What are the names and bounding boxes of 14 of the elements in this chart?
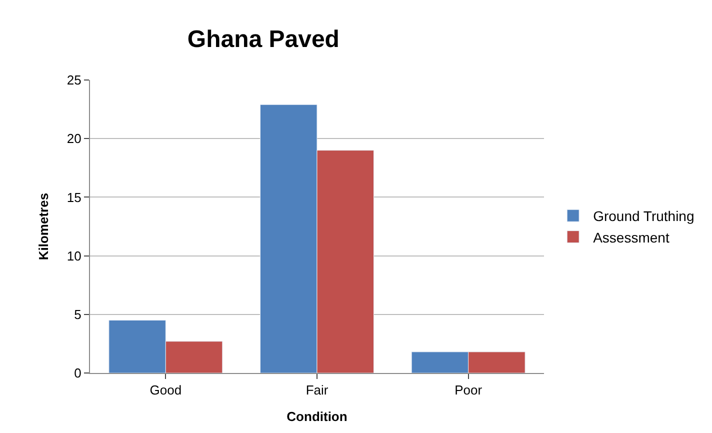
y-tick-label: 20 bbox=[66, 131, 82, 146]
x-tick-label: Good bbox=[150, 382, 182, 398]
y-tick-label: 25 bbox=[66, 72, 82, 88]
x-tick-label: Fair bbox=[306, 382, 329, 398]
y-tick-label: 5 bbox=[74, 306, 82, 322]
y-tick-label: 10 bbox=[66, 248, 82, 264]
x-axis-title: Condition bbox=[286, 409, 348, 424]
y-tick-label: 0 bbox=[74, 366, 82, 381]
chart-title: Ghana Paved bbox=[187, 26, 340, 54]
y-axis-title: Kilometres bbox=[36, 192, 51, 260]
x-tick-label: Poor bbox=[454, 382, 483, 398]
y-tick-label: 15 bbox=[66, 190, 82, 205]
legend-label: Assessment bbox=[593, 229, 670, 246]
legend-label: Ground Truthing bbox=[593, 208, 694, 224]
